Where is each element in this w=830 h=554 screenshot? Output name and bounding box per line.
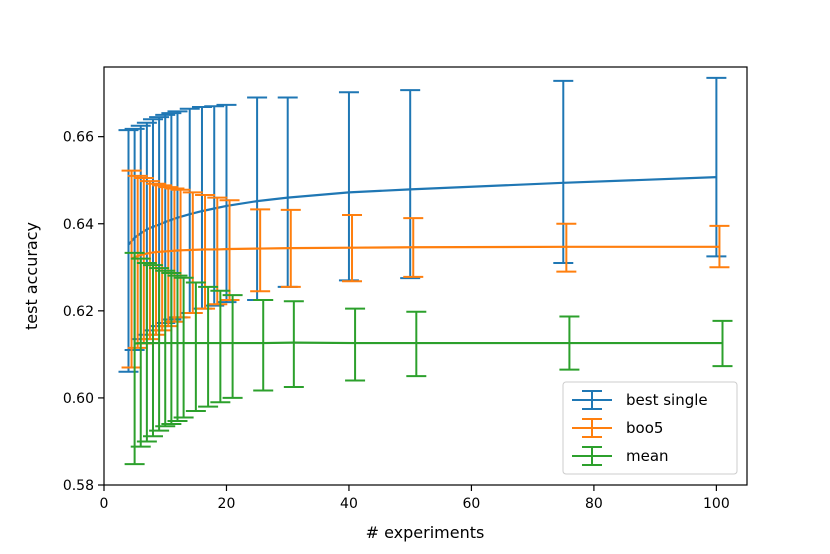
series-boo5 — [121, 169, 730, 369]
x-tick-label: 100 — [703, 496, 730, 512]
series-line — [127, 176, 717, 246]
x-tick-label: 40 — [340, 496, 358, 512]
legend: best single boo5 mean — [562, 381, 738, 475]
series-mean — [124, 251, 733, 466]
legend-item-mean: mean — [572, 446, 669, 466]
legend-label: best single — [626, 391, 708, 409]
y-tick-label: 0.66 — [63, 130, 94, 146]
x-tick-label: 0 — [100, 496, 109, 512]
axes-frame — [103, 66, 748, 486]
x-tick-label: 80 — [585, 496, 603, 512]
legend-frame — [562, 381, 738, 475]
axes: 0 20 40 60 80 100 0.58 0.60 0.62 0.64 0.66 — [63, 66, 748, 512]
y-tick-label: 0.58 — [63, 478, 94, 494]
x-tick-label: 20 — [218, 496, 236, 512]
legend-item-best-single: best single — [572, 390, 708, 410]
legend-label: mean — [626, 447, 669, 465]
series-line — [134, 341, 723, 345]
y-tick-label: 0.62 — [63, 304, 94, 320]
y-tick-label: 0.64 — [63, 217, 94, 233]
y-axis-label: test accuracy — [22, 222, 41, 330]
series-line — [131, 245, 720, 260]
series-layer — [118, 76, 733, 466]
legend-label: boo5 — [626, 419, 663, 437]
legend-item-boo5: boo5 — [572, 418, 663, 438]
legend-items: best single boo5 mean — [572, 390, 708, 466]
x-tick-label: 60 — [463, 496, 481, 512]
y-tick-label: 0.60 — [63, 391, 94, 407]
x-axis-label: # experiments — [366, 523, 485, 542]
